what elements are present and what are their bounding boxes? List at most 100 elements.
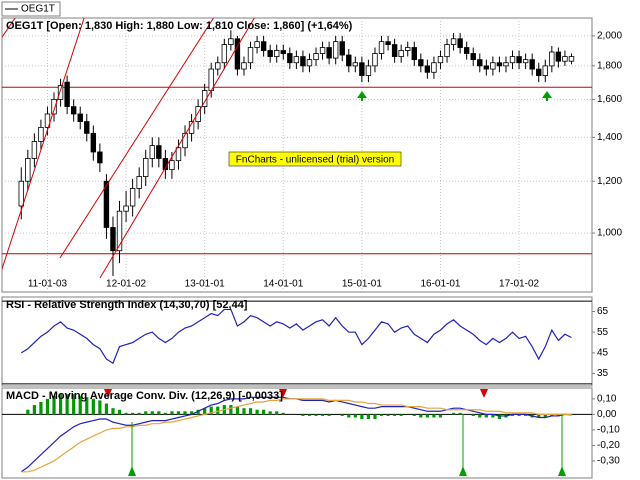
candle-body [326, 47, 332, 59]
candle-body [103, 180, 110, 228]
candle-body [175, 147, 182, 162]
y-tick-label: 55 [597, 327, 609, 338]
candle-body [483, 65, 490, 70]
histogram-bar [52, 395, 56, 415]
histogram-bar [189, 411, 194, 415]
histogram-bar [124, 412, 128, 415]
histogram-bar [104, 403, 109, 415]
histogram-bar [543, 414, 547, 418]
histogram-bar [242, 408, 246, 415]
histogram-bar [386, 414, 390, 416]
sell-marker [279, 389, 287, 398]
candle-body [280, 50, 286, 54]
y-tick-label: 0,10 [597, 394, 617, 405]
histogram-bar [39, 401, 43, 415]
histogram-bar [58, 394, 63, 415]
histogram-bar [229, 405, 233, 415]
y-tick-label: 0,00 [597, 409, 617, 420]
histogram-bar [478, 414, 482, 418]
histogram-bar [497, 414, 502, 420]
candle-body [70, 106, 77, 115]
histogram-bar [157, 411, 161, 415]
histogram-bar [484, 414, 488, 418]
candle-body [182, 132, 188, 149]
candle-body [503, 62, 509, 67]
histogram-bar [327, 414, 331, 416]
candle-body [267, 50, 273, 57]
y-tick-label: -0,30 [597, 456, 620, 467]
macd-signals [104, 389, 566, 476]
trend-line [59, 18, 215, 259]
candle-body [444, 44, 450, 57]
candle-body [38, 127, 44, 142]
candle-body [234, 38, 241, 70]
histogram-bar [451, 412, 456, 415]
y-tick-label: 1,000 [597, 228, 622, 239]
x-tick-label: 11-01-03 [28, 279, 68, 290]
histogram-bar [471, 414, 475, 416]
x-tick-label: 13-01-01 [185, 279, 225, 290]
histogram-bar [111, 408, 115, 415]
candle-body [536, 68, 542, 76]
histogram-bar [268, 411, 272, 415]
candle-body [562, 56, 568, 62]
candle-body [306, 59, 313, 67]
candle-body [143, 158, 149, 177]
candle-body [156, 145, 162, 159]
candle-body [116, 210, 123, 252]
candle-body [450, 38, 457, 45]
y-tick-label: 1,400 [597, 132, 622, 143]
histogram-bar [150, 411, 154, 415]
histogram-bar [209, 406, 213, 415]
candle-body [470, 53, 476, 61]
signal-arrow [546, 97, 548, 101]
sell-marker [480, 389, 488, 398]
candle-body [90, 132, 97, 153]
histogram-bar [347, 414, 351, 418]
legend-label: OEG1T [21, 4, 55, 15]
candle-body [457, 38, 463, 48]
candle-body [136, 176, 142, 189]
histogram-bar [216, 406, 220, 415]
histogram-bar [517, 414, 521, 416]
y-tick-label: 65 [597, 306, 609, 317]
candle-body [149, 145, 155, 159]
histogram-bar [438, 414, 443, 418]
y-tick-label: 1,800 [597, 61, 622, 72]
x-tick-label: 17-01-02 [499, 279, 539, 290]
panel-title: OEG1T [Open: 1,830 High: 1,880 Low: 1,81… [6, 20, 353, 32]
candle-body [110, 227, 116, 252]
candle-body [300, 56, 306, 67]
histogram-bar [537, 414, 541, 418]
watermark-box [228, 151, 402, 167]
signal-arrow [542, 91, 552, 98]
histogram-bar [458, 412, 462, 415]
candle-body [254, 41, 260, 48]
candle-body [18, 180, 24, 207]
histogram-bar [340, 414, 344, 416]
histogram-bar [412, 414, 416, 416]
candle-body [522, 59, 529, 64]
candle-body [365, 65, 372, 76]
candle-body [241, 62, 247, 70]
candle-body [228, 38, 234, 45]
window-legend[interactable]: OEG1T [1, 1, 61, 17]
rsi-panel [1, 296, 593, 387]
histogram-bar [373, 414, 377, 420]
y-tick-label: -0,20 [597, 440, 620, 451]
trend-line [2, 18, 16, 38]
histogram-bar [72, 394, 76, 415]
histogram-bar [170, 411, 174, 415]
candle-body [129, 188, 136, 207]
y-tick-label: 45 [597, 348, 609, 359]
histogram-bar [248, 408, 253, 415]
candle-body [221, 44, 228, 64]
histogram-bar [78, 395, 82, 415]
histogram-bar [491, 414, 495, 418]
candle-body [555, 51, 562, 62]
candle-body [463, 47, 470, 54]
histogram-bar [366, 414, 371, 420]
histogram-bar [183, 411, 187, 415]
y-tick-label: 1,200 [597, 176, 622, 187]
legend-box [1, 1, 61, 17]
